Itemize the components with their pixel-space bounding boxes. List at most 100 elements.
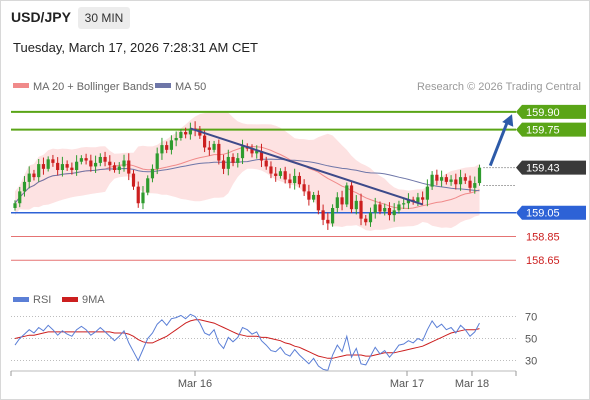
candle-body: [440, 177, 444, 181]
level-label-159.75: 159.75: [526, 125, 560, 137]
candle-body: [274, 173, 278, 176]
ma50-line: [14, 158, 480, 204]
ma20-legend-label: MA 20 + Bollinger Bands: [33, 81, 154, 93]
candle-body: [117, 166, 121, 171]
bollinger-band: [15, 111, 480, 231]
rsi-legend-label: RSI: [33, 294, 51, 306]
candle-body: [326, 219, 330, 224]
level-tag-159.75: [516, 122, 586, 137]
candle-body: [18, 191, 22, 204]
candle-body: [416, 197, 420, 203]
candle-body: [198, 129, 202, 136]
candle-body: [288, 179, 292, 184]
candle-body: [349, 185, 354, 210]
candle-body: [421, 197, 425, 200]
level-tag-159.43: [516, 160, 586, 175]
candle-body: [255, 151, 259, 154]
candle-body: [236, 158, 240, 163]
candle-body: [406, 199, 411, 204]
candle-body: [174, 137, 178, 141]
candle-body: [269, 166, 273, 174]
candle-body: [383, 207, 387, 212]
candle-body: [226, 156, 230, 169]
candle-body: [41, 164, 46, 169]
candle-body: [84, 158, 88, 161]
level-label-159.90: 159.90: [526, 107, 560, 119]
candle-body: [397, 204, 401, 211]
candle-body: [146, 178, 150, 193]
rsi-legend-swatch: [13, 297, 29, 302]
candle-body: [32, 173, 36, 178]
candle-body: [108, 161, 112, 166]
candle-body: [297, 175, 301, 185]
candle-body: [79, 158, 83, 162]
candle-body: [184, 132, 188, 135]
candle-body: [430, 174, 434, 187]
candle-body: [454, 179, 458, 185]
level-label-159.05: 159.05: [526, 208, 560, 220]
candle-body: [203, 135, 207, 148]
candle-body: [112, 165, 117, 171]
candle-body: [207, 147, 211, 150]
candle-body: [65, 164, 69, 168]
trendline: [190, 127, 423, 206]
candle-body: [122, 160, 126, 167]
candle-body: [155, 153, 159, 169]
candle-body: [435, 174, 439, 181]
candle-body: [127, 160, 131, 174]
candle-body: [150, 168, 155, 179]
candles-layer: [13, 121, 482, 230]
candle-body: [231, 156, 235, 163]
candle-body: [364, 218, 368, 223]
candle-body: [321, 210, 325, 220]
price-labels-layer: 159.90 159.75 159.43 159.05 158.85 158.65: [516, 104, 586, 267]
candle-body: [302, 184, 306, 192]
candle-body: [307, 191, 311, 200]
candle-body: [387, 207, 392, 216]
candle-body: [312, 194, 316, 200]
ma20-legend-swatch: [13, 83, 29, 88]
overlay-layer: [190, 114, 514, 206]
level-tag-159.05: [516, 205, 586, 220]
candle-body: [449, 179, 453, 182]
timeframe-badge[interactable]: 30 MIN: [78, 7, 130, 29]
candle-body: [278, 171, 283, 176]
candle-body: [93, 162, 98, 167]
level-label-158.65: 158.65: [526, 255, 560, 267]
time-tick-label: Mar 17: [390, 378, 424, 390]
candle-body: [283, 171, 287, 180]
candle-body: [316, 194, 320, 211]
candle-body: [264, 160, 268, 167]
candle-body: [463, 177, 467, 181]
candle-body: [473, 183, 477, 188]
candle-body: [477, 167, 482, 184]
datetime-label: Tuesday, March 17, 2026 7:28:31 AM CET: [13, 40, 258, 55]
time-tick-label: Mar 18: [455, 378, 489, 390]
candle-body: [188, 128, 192, 135]
candle-body: [345, 185, 349, 205]
rsi-ma-legend-label: 9MA: [82, 294, 105, 306]
candle-body: [27, 173, 31, 182]
candle-body: [51, 159, 55, 163]
candle-body: [250, 148, 254, 154]
candle-body: [136, 186, 140, 204]
candle-body: [179, 132, 183, 138]
candle-body: [392, 210, 396, 216]
levels-layer: [11, 110, 516, 261]
level-label-159.43: 159.43: [526, 163, 560, 175]
candle-body: [425, 186, 429, 200]
candle-body: [468, 180, 472, 188]
candle-body: [359, 200, 363, 219]
candle-body: [75, 161, 79, 171]
candle-body: [259, 151, 264, 161]
candle-body: [212, 143, 216, 150]
candle-body: [340, 197, 344, 205]
candle-body: [56, 162, 60, 171]
candle-body: [89, 160, 93, 167]
rsi-layer: 70 50 30: [11, 312, 537, 371]
candle-body: [402, 203, 406, 205]
rsi-tick-70: 70: [525, 312, 537, 324]
candle-body: [293, 175, 297, 184]
ma50-legend-label: MA 50: [175, 81, 206, 93]
ma50-legend-swatch: [155, 83, 171, 88]
